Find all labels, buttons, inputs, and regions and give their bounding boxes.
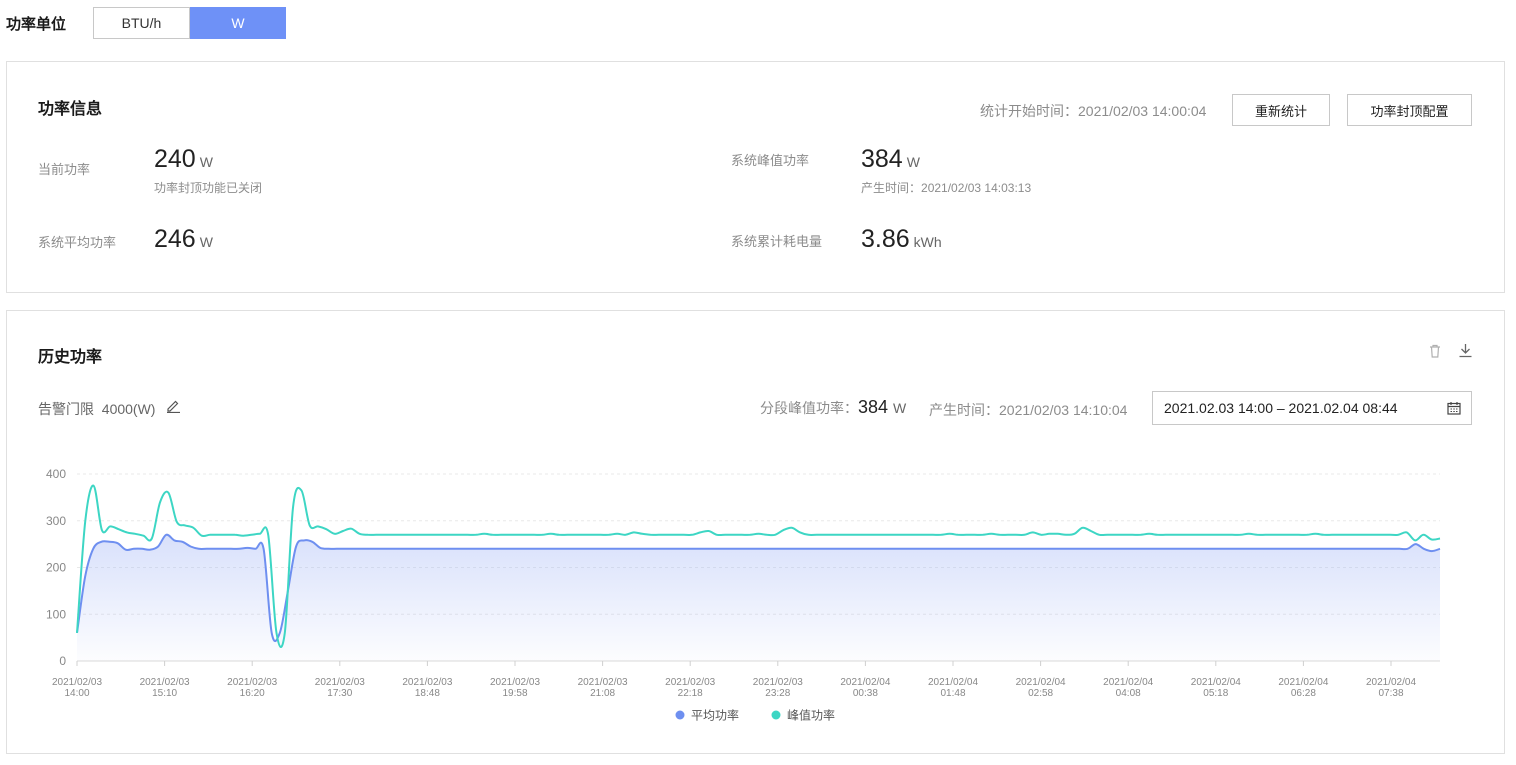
current-power-unit: W <box>199 154 213 170</box>
x-tick-label: 19:58 <box>502 688 527 699</box>
y-tick-label: 400 <box>46 467 66 481</box>
calendar-icon[interactable] <box>1447 401 1461 415</box>
y-tick-label: 300 <box>46 514 66 528</box>
power-unit-switch: BTU/h W <box>93 7 286 39</box>
y-tick-label: 0 <box>59 654 66 668</box>
x-tick-label: 07:38 <box>1378 688 1403 699</box>
energy-label: 系统累计耗电量 <box>731 234 823 249</box>
average-power-number: 246 <box>154 225 196 253</box>
date-range-text: 2021.02.03 14:00 – 2021.02.04 08:44 <box>1164 400 1398 416</box>
energy-value: 3.86 kWh <box>861 225 942 254</box>
x-tick-label: 2021/02/03 <box>490 677 540 688</box>
date-range-picker[interactable]: 2021.02.03 14:00 – 2021.02.04 08:44 <box>1152 391 1472 425</box>
x-tick-label: 16:20 <box>240 688 265 699</box>
average-power-value: 246 W <box>154 225 213 254</box>
peak-power-line <box>76 484 1441 648</box>
x-tick-label: 06:28 <box>1291 688 1316 699</box>
segment-peak-unit: W <box>893 400 907 416</box>
segment-peak: 分段峰值功率：384 W <box>760 397 906 418</box>
edit-icon[interactable] <box>166 398 181 413</box>
power-unit-label: 功率单位 <box>6 16 67 33</box>
x-tick-label: 15:10 <box>152 688 177 699</box>
peak-power-number: 384 <box>861 145 903 173</box>
x-tick-label: 2021/02/03 <box>140 677 190 688</box>
peak-power-time-label: 产生时间： <box>861 181 922 195</box>
power-cap-status: 功率封顶功能已关闭 <box>154 181 263 195</box>
reset-stat-button[interactable]: 重新统计 <box>1232 94 1330 126</box>
alarm-threshold: 告警门限 4000(W) <box>38 399 155 419</box>
x-tick-label: 2021/02/03 <box>227 677 277 688</box>
delete-icon[interactable] <box>1428 344 1442 358</box>
power-cap-config-button[interactable]: 功率封顶配置 <box>1347 94 1472 126</box>
average-power-area <box>77 534 1440 661</box>
legend-average-marker <box>675 710 685 720</box>
x-tick-label: 14:00 <box>64 688 89 699</box>
segment-peak-value: 384 <box>858 397 889 417</box>
peak-power-label: 系统峰值功率 <box>731 153 810 168</box>
segment-peak-time: 产生时间：2021/02/03 14:10:04 <box>929 400 1127 420</box>
x-tick-label: 2021/02/04 <box>1191 677 1241 688</box>
segment-peak-label: 分段峰值功率： <box>760 400 858 416</box>
x-tick-label: 2021/02/03 <box>753 677 803 688</box>
energy-number: 3.86 <box>861 225 910 253</box>
x-tick-label: 2021/02/04 <box>840 677 890 688</box>
stat-start-time-value: 2021/02/03 14:00:04 <box>1078 103 1207 119</box>
power-info-title: 功率信息 <box>38 101 103 118</box>
peak-power-time: 产生时间：2021/02/03 14:03:13 <box>861 179 1031 196</box>
history-power-title: 历史功率 <box>38 349 103 366</box>
peak-power-time-value: 2021/02/03 14:03:13 <box>921 181 1032 195</box>
x-tick-label: 17:30 <box>327 688 352 699</box>
x-tick-label: 2021/02/03 <box>52 677 102 688</box>
energy-unit: kWh <box>913 234 942 250</box>
x-tick-label: 2021/02/04 <box>1103 677 1153 688</box>
x-tick-label: 00:38 <box>853 688 878 699</box>
x-tick-label: 21:08 <box>590 688 615 699</box>
stat-start-time: 统计开始时间：2021/02/03 14:00:04 <box>980 101 1206 121</box>
unit-option-btu[interactable]: BTU/h <box>93 7 190 39</box>
x-tick-label: 2021/02/03 <box>315 677 365 688</box>
average-power-unit: W <box>199 234 213 250</box>
x-tick-label: 2021/02/03 <box>402 677 452 688</box>
x-tick-label: 2021/02/04 <box>1278 677 1328 688</box>
average-power-label: 系统平均功率 <box>38 235 117 250</box>
y-tick-label: 100 <box>46 607 66 621</box>
current-power-value: 240 W <box>154 145 213 174</box>
legend-average-label: 平均功率 <box>691 708 739 723</box>
current-power-number: 240 <box>154 145 196 173</box>
stat-start-time-label: 统计开始时间： <box>980 103 1078 119</box>
history-power-chart: 01002003004002021/02/0314:002021/02/0315… <box>46 467 1441 723</box>
x-tick-label: 2021/02/04 <box>928 677 978 688</box>
x-tick-label: 02:58 <box>1028 688 1053 699</box>
history-power-panel <box>6 310 1505 754</box>
alarm-threshold-label: 告警门限 <box>38 401 94 417</box>
segment-peak-time-label: 产生时间： <box>929 402 999 418</box>
peak-power-unit: W <box>906 154 920 170</box>
segment-peak-time-value: 2021/02/03 14:10:04 <box>999 402 1128 418</box>
x-tick-label: 2021/02/03 <box>578 677 628 688</box>
current-power-label: 当前功率 <box>38 162 91 177</box>
x-tick-label: 18:48 <box>415 688 440 699</box>
x-tick-label: 22:18 <box>678 688 703 699</box>
x-tick-label: 2021/02/03 <box>665 677 715 688</box>
x-tick-label: 2021/02/04 <box>1366 677 1416 688</box>
x-tick-label: 05:18 <box>1203 688 1228 699</box>
x-tick-label: 23:28 <box>765 688 790 699</box>
y-tick-label: 200 <box>46 561 66 575</box>
download-icon[interactable] <box>1458 343 1473 358</box>
legend-peak-label: 峰值功率 <box>787 708 835 723</box>
unit-option-w[interactable]: W <box>190 7 286 39</box>
x-tick-label: 01:48 <box>940 688 965 699</box>
alarm-threshold-value: 4000(W) <box>101 401 156 417</box>
x-tick-label: 2021/02/04 <box>1016 677 1066 688</box>
peak-power-value: 384 W <box>861 145 920 174</box>
legend-peak-marker <box>771 710 781 720</box>
x-tick-label: 04:08 <box>1116 688 1141 699</box>
average-power-line <box>76 533 1441 642</box>
